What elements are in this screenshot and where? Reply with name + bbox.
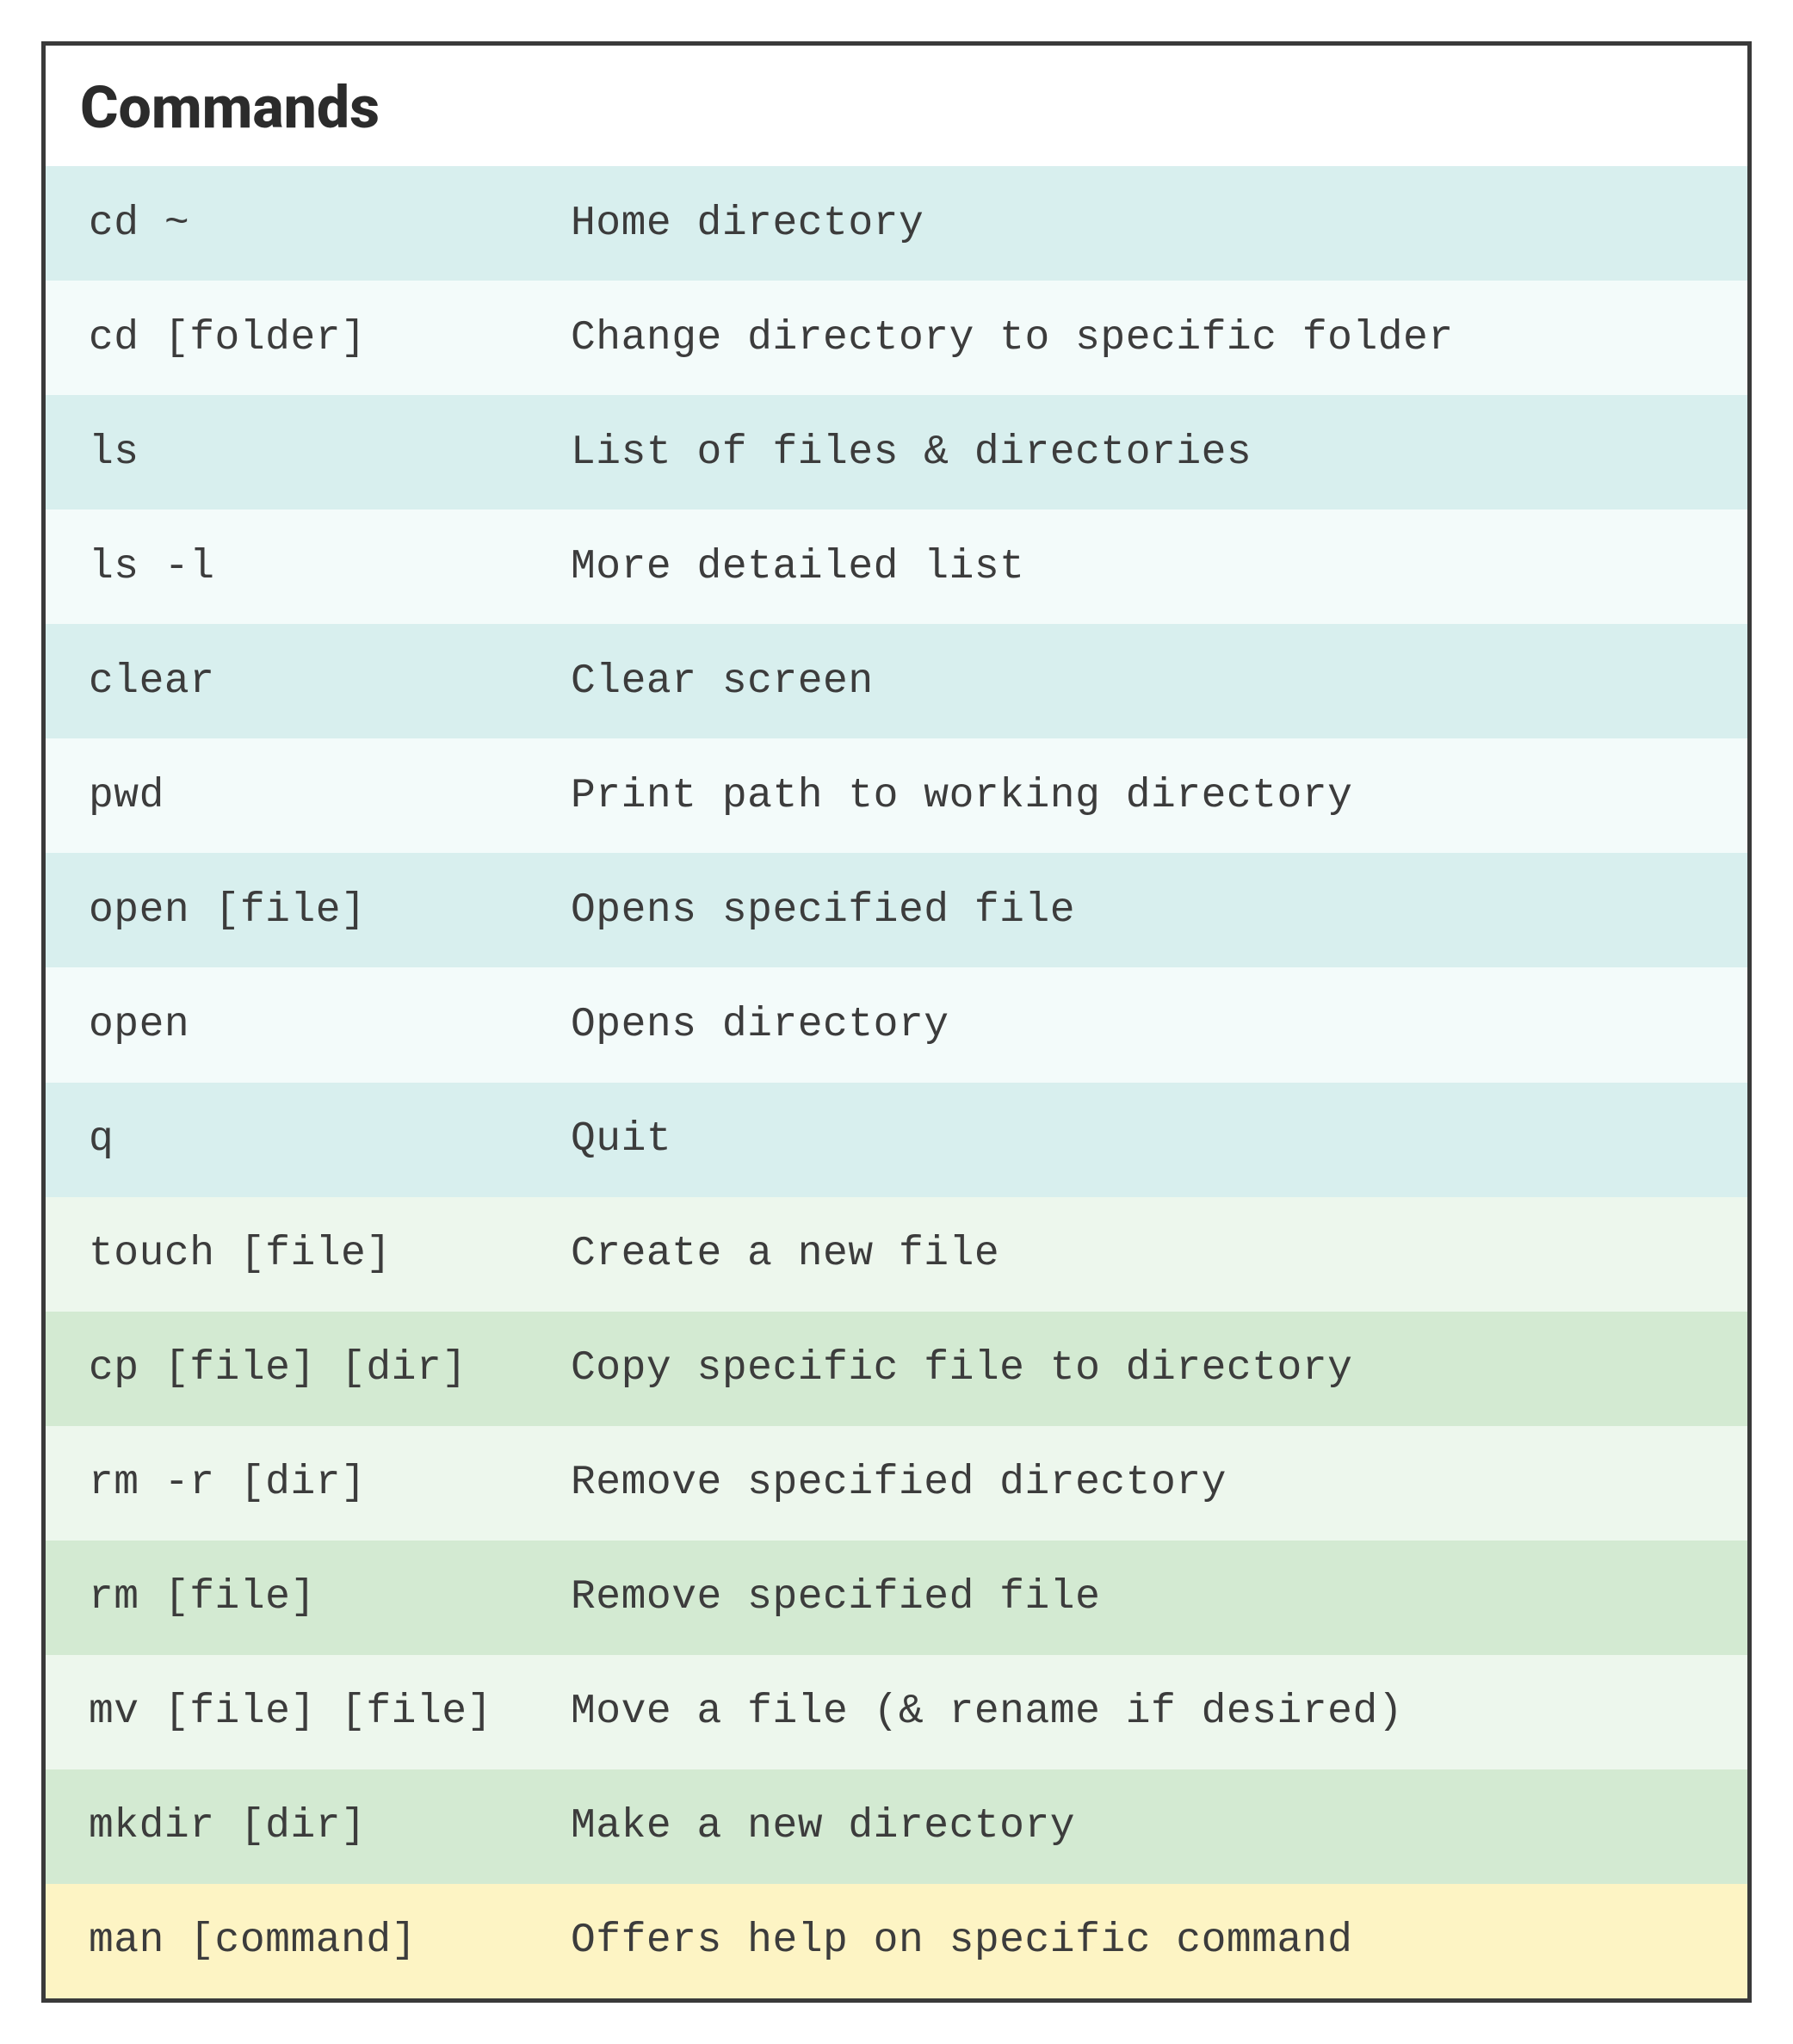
table-row: clearClear screen — [46, 624, 1747, 738]
description-cell: Offers help on specific command — [571, 1917, 1747, 1964]
table-row: cd ~Home directory — [46, 166, 1747, 281]
command-cell: q — [46, 1116, 571, 1163]
command-cell: cd [folder] — [46, 315, 571, 361]
description-cell: Clear screen — [571, 658, 1747, 705]
table-row: cp [file] [dir]Copy specific file to dir… — [46, 1312, 1747, 1426]
card-title: Commands — [46, 46, 1747, 166]
table-row: man [command]Offers help on specific com… — [46, 1884, 1747, 1998]
description-cell: List of files & directories — [571, 429, 1747, 476]
description-cell: Home directory — [571, 201, 1747, 247]
table-row: lsList of files & directories — [46, 395, 1747, 509]
table-row: touch [file]Create a new file — [46, 1197, 1747, 1312]
table-row: cd [folder]Change directory to specific … — [46, 281, 1747, 395]
command-cell: ls — [46, 429, 571, 476]
command-cell: pwd — [46, 773, 571, 819]
command-cell: touch [file] — [46, 1231, 571, 1277]
commands-table: cd ~Home directorycd [folder]Change dire… — [46, 166, 1747, 1998]
description-cell: Create a new file — [571, 1231, 1747, 1277]
command-cell: cd ~ — [46, 201, 571, 247]
description-cell: Opens directory — [571, 1002, 1747, 1048]
description-cell: Print path to working directory — [571, 773, 1747, 819]
description-cell: Quit — [571, 1116, 1747, 1163]
table-row: mkdir [dir]Make a new directory — [46, 1769, 1747, 1884]
command-cell: man [command] — [46, 1917, 571, 1964]
table-row: qQuit — [46, 1083, 1747, 1197]
command-cell: mv [file] [file] — [46, 1689, 571, 1735]
description-cell: More detailed list — [571, 544, 1747, 590]
command-cell: rm -r [dir] — [46, 1460, 571, 1506]
description-cell: Make a new directory — [571, 1803, 1747, 1849]
command-cell: mkdir [dir] — [46, 1803, 571, 1849]
table-row: open [file]Opens specified file — [46, 853, 1747, 967]
description-cell: Remove specified file — [571, 1574, 1747, 1621]
table-row: openOpens directory — [46, 967, 1747, 1082]
table-row: rm [file]Remove specified file — [46, 1541, 1747, 1655]
description-cell: Copy specific file to directory — [571, 1345, 1747, 1392]
command-cell: clear — [46, 658, 571, 705]
command-cell: ls -l — [46, 544, 571, 590]
command-cell: rm [file] — [46, 1574, 571, 1621]
table-row: rm -r [dir]Remove specified directory — [46, 1426, 1747, 1541]
command-cell: open — [46, 1002, 571, 1048]
table-row: ls -lMore detailed list — [46, 509, 1747, 624]
table-row: pwdPrint path to working directory — [46, 738, 1747, 853]
commands-card: Commands cd ~Home directorycd [folder]Ch… — [41, 41, 1752, 2003]
command-cell: cp [file] [dir] — [46, 1345, 571, 1392]
description-cell: Move a file (& rename if desired) — [571, 1689, 1747, 1735]
table-row: mv [file] [file]Move a file (& rename if… — [46, 1655, 1747, 1769]
description-cell: Remove specified directory — [571, 1460, 1747, 1506]
description-cell: Opens specified file — [571, 887, 1747, 934]
command-cell: open [file] — [46, 887, 571, 934]
description-cell: Change directory to specific folder — [571, 315, 1747, 361]
